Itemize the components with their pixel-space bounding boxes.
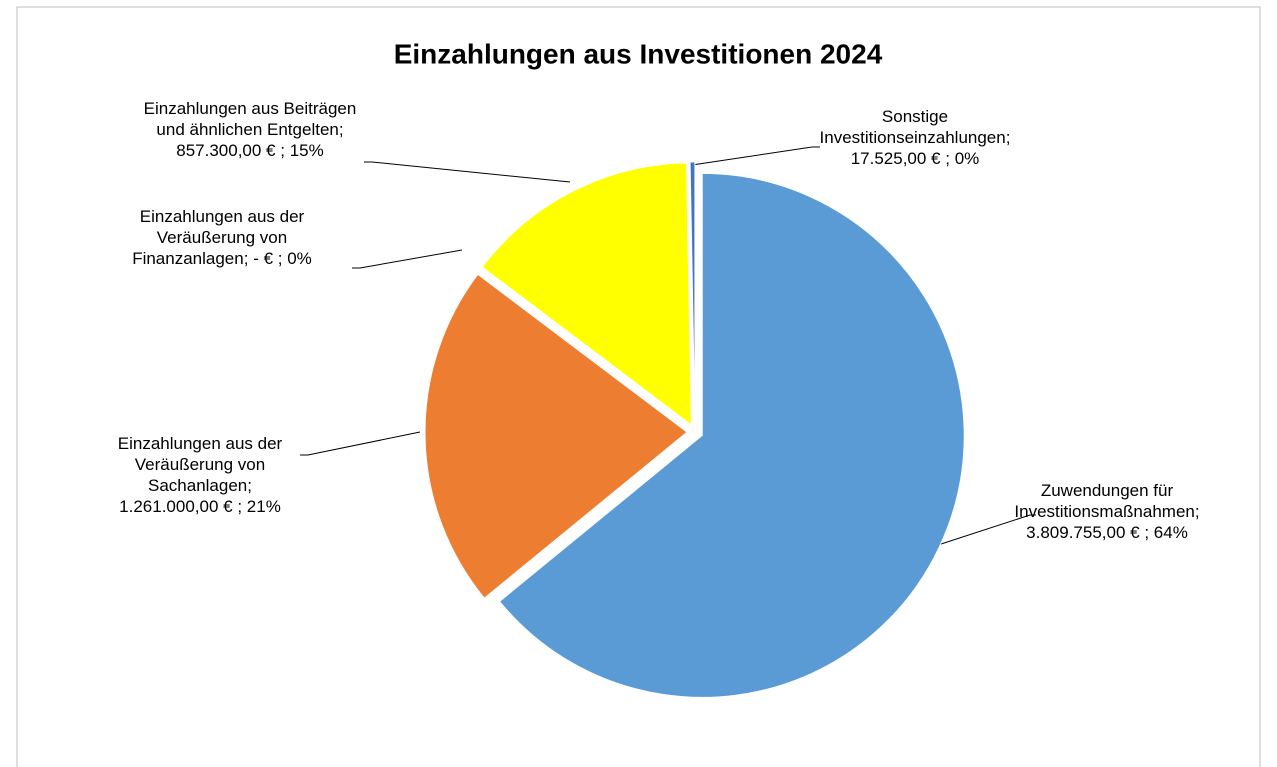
- leader-line: [691, 146, 820, 166]
- data-label: Einzahlungen aus Beiträgen und ähnlichen…: [143, 98, 358, 161]
- pie-slice: [498, 172, 965, 698]
- leader-line: [300, 431, 421, 456]
- value-label: - € ;: [253, 249, 283, 268]
- value-group: 3.809.755,00 € ; 64%: [1026, 522, 1188, 543]
- percent-label: 0%: [287, 249, 312, 268]
- category-label: Sonstige Investitionseinzahlungen;: [819, 107, 1011, 147]
- category-label: Einzahlungen aus Beiträgen und ähnlichen…: [143, 99, 357, 139]
- data-label: Einzahlungen aus der Veräußerung von Fin…: [102, 206, 342, 269]
- value-group: 857.300,00 € ; 15%: [176, 140, 323, 161]
- data-label: Einzahlungen aus der Veräußerung von Sac…: [98, 433, 303, 517]
- leader-line: [364, 161, 571, 183]
- value-group: 17.525,00 € ; 0%: [851, 148, 980, 169]
- percent-label: 21%: [246, 497, 281, 516]
- value-group: - € ; 0%: [253, 248, 312, 269]
- percent-label: 15%: [289, 141, 324, 160]
- percent-label: 0%: [954, 149, 980, 168]
- value-label: 17.525,00 € ;: [850, 149, 950, 168]
- category-label: Zuwendungen für Investitionsmaßnahmen;: [1014, 481, 1200, 521]
- pie-slice: [424, 273, 688, 599]
- pie-slice: [481, 162, 692, 426]
- data-label: Sonstige Investitionseinzahlungen; 17.52…: [805, 106, 1025, 169]
- leader-line: [937, 514, 1036, 546]
- category-label: Einzahlungen aus der Veräußerung von Sac…: [117, 434, 283, 495]
- value-label: 1.261.000,00 € ;: [119, 497, 243, 516]
- pie-slice: [479, 268, 689, 428]
- value-group: 1.261.000,00 € ; 21%: [119, 496, 281, 517]
- leader-lines: [300, 146, 1036, 546]
- value-label: 857.300,00 € ;: [176, 141, 285, 160]
- value-label: 3.809.755,00 € ;: [1026, 523, 1150, 542]
- percent-label: 64%: [1153, 523, 1188, 542]
- pie-slice: [689, 161, 696, 425]
- category-label: Einzahlungen aus der Veräußerung von Fin…: [132, 207, 305, 268]
- data-label: Zuwendungen für Investitionsmaßnahmen; 3…: [987, 480, 1227, 543]
- chart-title: Einzahlungen aus Investitionen 2024: [394, 38, 883, 69]
- leader-line: [352, 249, 463, 269]
